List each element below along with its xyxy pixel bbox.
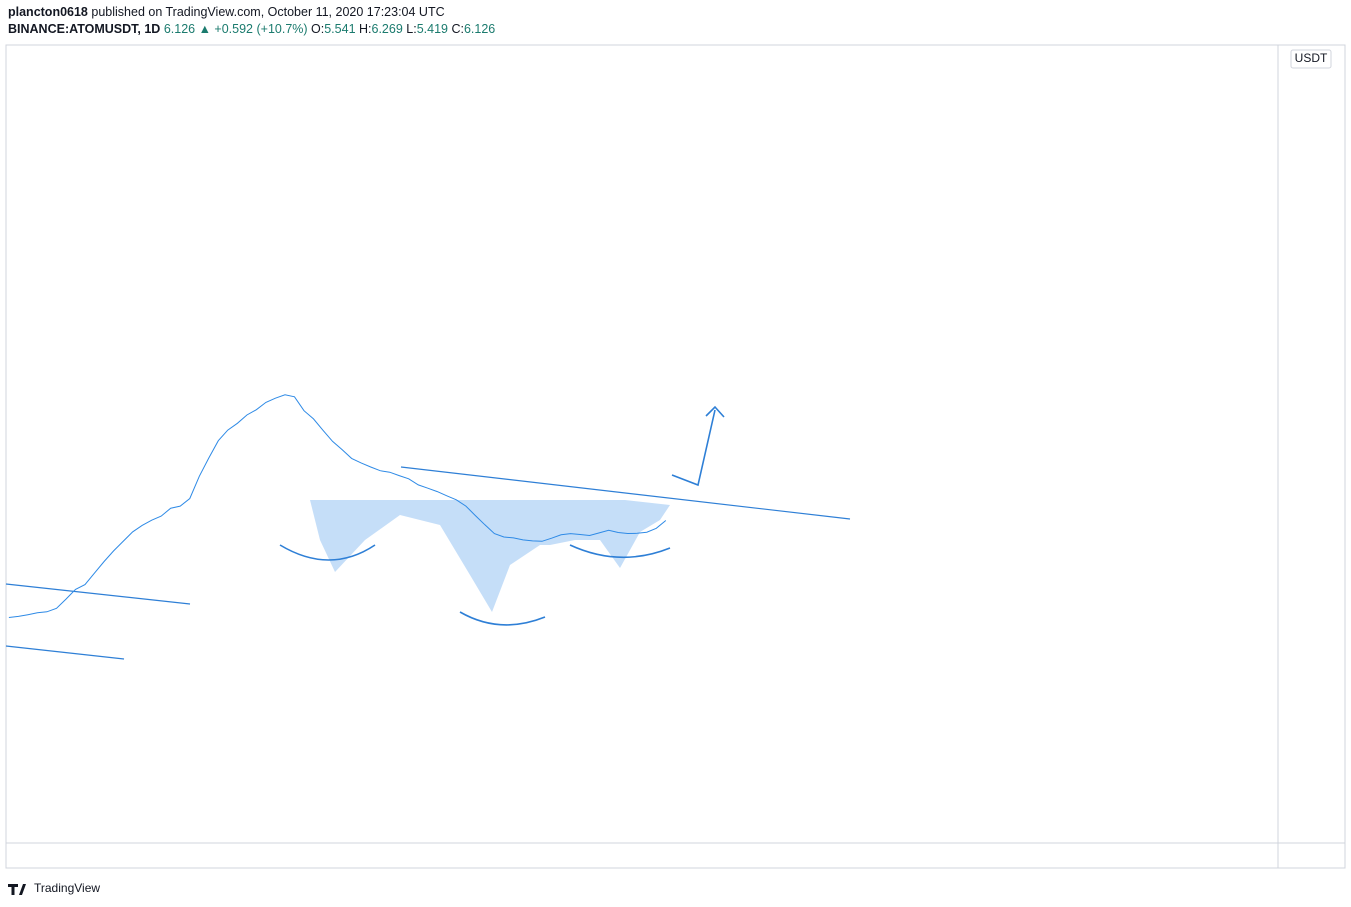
symbol: BINANCE:ATOMUSDT, 1D	[8, 22, 161, 36]
left-shoulder-arc	[279, 544, 376, 561]
moving-average	[8, 394, 667, 618]
change: ▲ +0.592 (+10.7%)	[198, 22, 308, 36]
currency: USDT	[1295, 51, 1328, 65]
c-value: 6.126	[463, 22, 496, 36]
o-label: O:	[311, 22, 325, 36]
right-shoulder-arc	[569, 544, 671, 559]
publish-line: plancton0618 published on TradingView.co…	[8, 4, 495, 21]
footer-text: TradingView	[34, 881, 100, 895]
h-value: 6.269	[371, 22, 403, 36]
h-label: H:	[359, 22, 372, 36]
symbol-line: BINANCE:ATOMUSDT, 1D 6.126 ▲ +0.592 (+10…	[8, 21, 495, 38]
l-value: 5.419	[416, 22, 448, 36]
projection-arrow	[671, 405, 725, 487]
last: 6.126	[163, 22, 196, 36]
frame	[5, 44, 1346, 869]
o-value: 5.541	[324, 22, 356, 36]
published-text: published on TradingView.com, October 11…	[91, 5, 445, 19]
header: plancton0618 published on TradingView.co…	[8, 4, 495, 38]
trendline	[400, 466, 851, 520]
l-label: L:	[406, 22, 417, 36]
logo-icon	[8, 884, 26, 895]
pattern-fill	[310, 500, 670, 612]
trendline	[5, 583, 191, 605]
publisher: plancton0618	[8, 5, 88, 19]
c-label: C:	[451, 22, 464, 36]
trendline	[5, 645, 125, 660]
currency-box	[1290, 49, 1332, 69]
footer-logo: TradingView	[8, 881, 100, 895]
head-arc	[459, 611, 546, 626]
drawings	[5, 405, 851, 660]
